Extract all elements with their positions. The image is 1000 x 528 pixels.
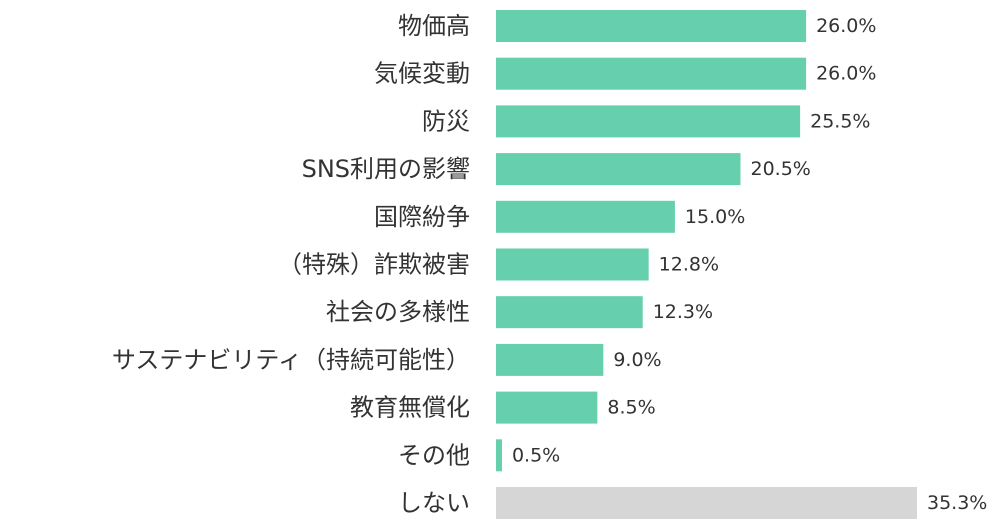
bar [496,57,807,90]
value-label: 35.3% [927,492,987,514]
value-label: 8.5% [607,397,655,419]
value-label: 20.5% [750,158,810,180]
category-label: 教育無償化 [350,394,470,422]
category-label: 気候変動 [374,60,470,88]
category-label: 物価高 [398,12,470,40]
bar [496,248,649,281]
value-label: 12.3% [653,301,713,323]
value-label: 25.5% [810,110,870,132]
value-label: 26.0% [816,15,876,37]
bar [496,105,801,138]
bar [496,296,643,329]
category-label: 防災 [422,107,470,135]
category-label: サステナビリティ（持続可能性） [112,346,470,374]
bar [496,200,675,233]
bar [496,487,917,519]
bar [496,153,741,186]
bar [496,10,807,42]
value-label: 9.0% [613,349,661,371]
value-label: 15.0% [685,206,745,228]
bar [496,391,598,424]
bar [496,343,604,376]
value-label: 26.0% [816,63,876,85]
category-label: その他 [398,441,470,469]
value-label: 0.5% [512,444,560,466]
value-label: 12.8% [659,254,719,276]
category-label: （特殊）詐欺被害 [278,251,470,279]
category-label: しない [398,489,470,517]
category-label: 国際紛争 [374,203,470,231]
bar [496,439,502,472]
category-label: SNS利用の影響 [302,155,470,183]
category-label: 社会の多様性 [326,298,470,326]
